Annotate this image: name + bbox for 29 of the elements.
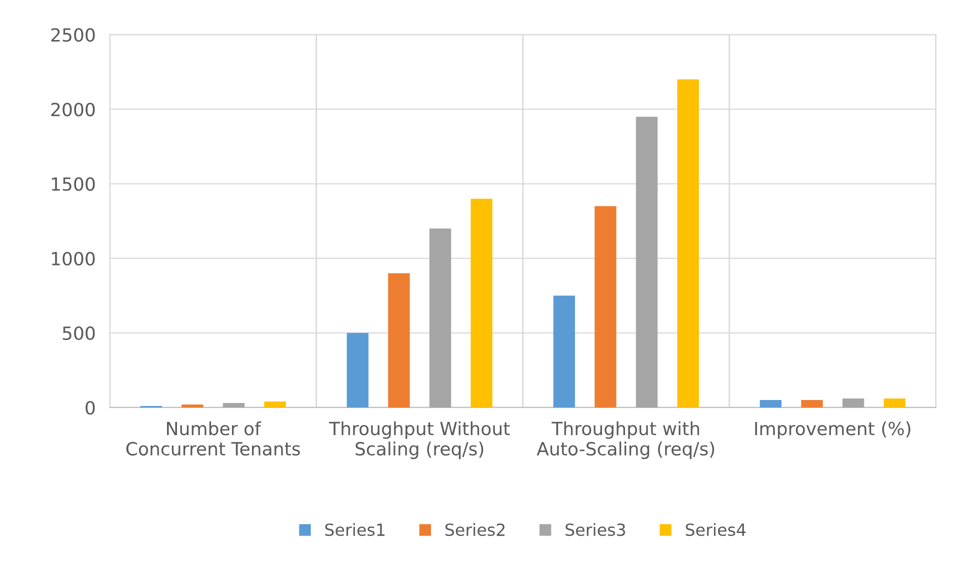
y-tick-label: 0 bbox=[86, 400, 95, 415]
bar bbox=[842, 398, 864, 408]
bar bbox=[594, 206, 616, 408]
y-tick-label: 2000 bbox=[51, 102, 95, 116]
y-tick-label: 1500 bbox=[52, 177, 95, 191]
bar bbox=[801, 400, 823, 408]
x-tick-label: Throughput with Auto-Scaling (req/s) bbox=[536, 421, 714, 460]
legend-label: Series3 bbox=[566, 523, 626, 536]
legend-label: Series2 bbox=[445, 523, 505, 536]
bar bbox=[553, 296, 576, 408]
bar bbox=[222, 403, 245, 408]
bar bbox=[429, 228, 452, 408]
bar bbox=[760, 400, 782, 408]
y-tick-label: 1000 bbox=[52, 252, 95, 266]
bar bbox=[636, 116, 658, 408]
legend-label: Series1 bbox=[325, 523, 384, 536]
x-tick-label: Number of Concurrent Tenants bbox=[126, 421, 300, 456]
bar bbox=[182, 404, 204, 408]
y-tick-label: 2500 bbox=[51, 28, 95, 42]
bar bbox=[388, 273, 410, 408]
x-tick-label: Improvement (%) bbox=[755, 421, 910, 439]
bar bbox=[884, 398, 906, 408]
bar bbox=[677, 79, 699, 408]
legend-label: Series4 bbox=[686, 523, 746, 536]
bar bbox=[264, 402, 286, 408]
x-tick-label: Throughput Without Scaling (req/s) bbox=[328, 421, 510, 460]
bar bbox=[346, 332, 368, 408]
y-tick-label: 500 bbox=[62, 326, 95, 340]
bar bbox=[470, 198, 492, 408]
